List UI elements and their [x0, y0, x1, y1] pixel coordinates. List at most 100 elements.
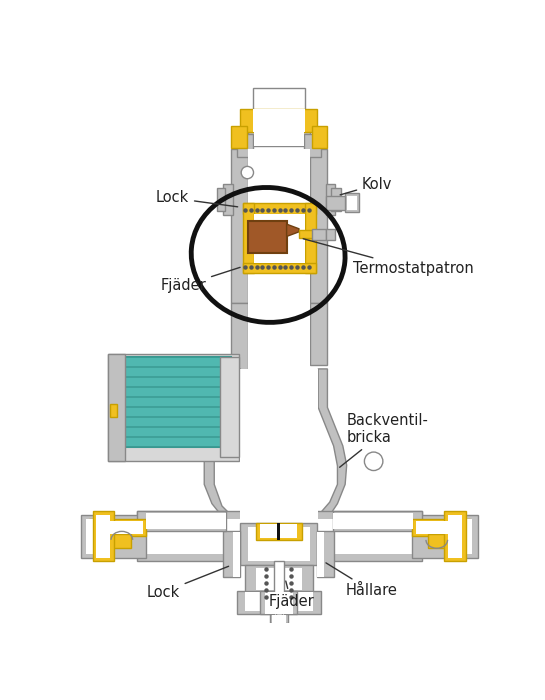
- Bar: [277, 523, 280, 540]
- Bar: [256, 568, 302, 590]
- Bar: [245, 592, 313, 612]
- Bar: [416, 521, 458, 535]
- Bar: [248, 526, 310, 561]
- Bar: [299, 230, 314, 238]
- Bar: [255, 115, 304, 146]
- Bar: [96, 515, 110, 557]
- Bar: [112, 515, 147, 557]
- Bar: [112, 428, 231, 436]
- Bar: [253, 214, 305, 263]
- Bar: [137, 511, 226, 531]
- Circle shape: [241, 167, 253, 178]
- Bar: [147, 513, 226, 529]
- Bar: [147, 519, 413, 554]
- Bar: [427, 535, 470, 548]
- Bar: [223, 531, 240, 577]
- Bar: [317, 532, 324, 577]
- Polygon shape: [287, 224, 299, 237]
- Polygon shape: [239, 369, 317, 523]
- Text: Fjäder: Fjäder: [268, 581, 314, 609]
- Text: Lock: Lock: [147, 566, 228, 600]
- Bar: [326, 184, 335, 215]
- Polygon shape: [317, 369, 347, 531]
- Bar: [333, 511, 422, 531]
- Bar: [231, 126, 246, 148]
- Text: Kolv: Kolv: [340, 176, 392, 195]
- Bar: [412, 515, 447, 557]
- Bar: [253, 88, 305, 115]
- Bar: [449, 515, 462, 557]
- Bar: [243, 203, 253, 273]
- Bar: [347, 195, 358, 209]
- Bar: [256, 523, 302, 540]
- Bar: [326, 195, 349, 209]
- Bar: [233, 532, 240, 577]
- Bar: [312, 229, 326, 239]
- Bar: [108, 354, 125, 461]
- Bar: [248, 115, 310, 146]
- Bar: [240, 108, 317, 132]
- Polygon shape: [204, 369, 240, 531]
- Bar: [108, 354, 239, 461]
- Bar: [243, 203, 316, 214]
- Bar: [445, 511, 466, 561]
- Bar: [89, 535, 131, 548]
- Bar: [112, 438, 231, 446]
- Bar: [311, 304, 328, 365]
- Text: Fjäder: Fjäder: [160, 267, 240, 293]
- Text: Termostatpatron: Termostatpatron: [303, 239, 474, 276]
- Bar: [112, 407, 231, 416]
- Bar: [243, 263, 316, 274]
- Bar: [89, 519, 147, 536]
- Text: Backventil-
bricka: Backventil- bricka: [340, 413, 428, 468]
- Bar: [248, 221, 287, 253]
- Bar: [305, 203, 316, 273]
- Bar: [87, 519, 94, 554]
- Bar: [100, 521, 143, 535]
- Bar: [245, 566, 313, 592]
- Text: Hållare: Hållare: [326, 563, 397, 598]
- Bar: [274, 561, 283, 615]
- Bar: [238, 591, 320, 614]
- Bar: [248, 150, 311, 304]
- Bar: [240, 523, 317, 566]
- Bar: [261, 591, 298, 614]
- Bar: [261, 524, 298, 538]
- Bar: [317, 531, 335, 577]
- Bar: [248, 304, 311, 369]
- Bar: [112, 357, 231, 366]
- Bar: [112, 417, 231, 426]
- Bar: [110, 403, 117, 417]
- Bar: [112, 377, 231, 386]
- Bar: [217, 188, 225, 211]
- Bar: [304, 134, 322, 157]
- Bar: [312, 126, 328, 148]
- Bar: [112, 398, 231, 406]
- Bar: [137, 511, 422, 561]
- Bar: [272, 615, 286, 623]
- Bar: [464, 519, 472, 554]
- Bar: [220, 357, 239, 458]
- Bar: [238, 134, 253, 157]
- Circle shape: [365, 452, 383, 470]
- Bar: [240, 369, 318, 531]
- Bar: [81, 515, 96, 557]
- Bar: [326, 229, 335, 239]
- Bar: [231, 304, 248, 381]
- Bar: [276, 612, 282, 620]
- Bar: [231, 150, 248, 304]
- Bar: [311, 150, 328, 304]
- Bar: [112, 357, 231, 447]
- Bar: [265, 592, 293, 614]
- Bar: [112, 387, 231, 396]
- Bar: [462, 515, 477, 557]
- Bar: [345, 193, 359, 212]
- Text: Lock: Lock: [156, 190, 238, 206]
- Bar: [412, 519, 470, 536]
- Bar: [112, 368, 231, 376]
- Bar: [333, 513, 413, 529]
- Bar: [270, 614, 288, 623]
- Bar: [253, 108, 305, 132]
- Bar: [223, 184, 233, 215]
- Bar: [331, 188, 341, 211]
